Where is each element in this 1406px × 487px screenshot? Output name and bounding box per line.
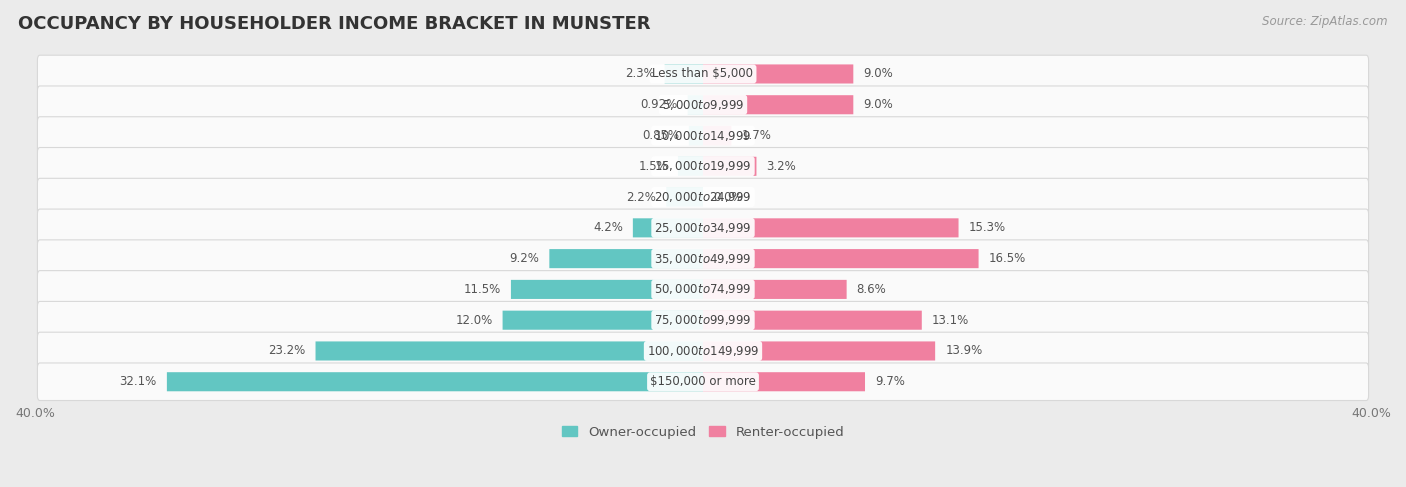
Text: 2.2%: 2.2% bbox=[626, 190, 657, 204]
Text: 0.92%: 0.92% bbox=[640, 98, 678, 111]
FancyBboxPatch shape bbox=[678, 157, 703, 176]
FancyBboxPatch shape bbox=[689, 126, 703, 145]
Text: 16.5%: 16.5% bbox=[988, 252, 1026, 265]
FancyBboxPatch shape bbox=[38, 209, 1368, 246]
FancyBboxPatch shape bbox=[502, 311, 703, 330]
FancyBboxPatch shape bbox=[703, 157, 756, 176]
Text: 32.1%: 32.1% bbox=[120, 375, 157, 388]
FancyBboxPatch shape bbox=[703, 218, 959, 237]
FancyBboxPatch shape bbox=[703, 95, 853, 114]
FancyBboxPatch shape bbox=[703, 341, 935, 360]
Text: $35,000 to $49,999: $35,000 to $49,999 bbox=[654, 252, 752, 265]
FancyBboxPatch shape bbox=[38, 55, 1368, 93]
FancyBboxPatch shape bbox=[38, 86, 1368, 124]
FancyBboxPatch shape bbox=[665, 64, 703, 83]
Text: 8.6%: 8.6% bbox=[856, 283, 886, 296]
FancyBboxPatch shape bbox=[666, 187, 703, 206]
Legend: Owner-occupied, Renter-occupied: Owner-occupied, Renter-occupied bbox=[557, 420, 849, 444]
Text: 0.85%: 0.85% bbox=[641, 129, 679, 142]
FancyBboxPatch shape bbox=[510, 280, 703, 299]
FancyBboxPatch shape bbox=[703, 311, 922, 330]
FancyBboxPatch shape bbox=[38, 148, 1368, 185]
Text: $5,000 to $9,999: $5,000 to $9,999 bbox=[662, 98, 744, 112]
Text: $25,000 to $34,999: $25,000 to $34,999 bbox=[654, 221, 752, 235]
Text: 23.2%: 23.2% bbox=[269, 344, 305, 357]
FancyBboxPatch shape bbox=[38, 332, 1368, 370]
Text: 15.3%: 15.3% bbox=[969, 222, 1005, 234]
FancyBboxPatch shape bbox=[633, 218, 703, 237]
FancyBboxPatch shape bbox=[703, 280, 846, 299]
Text: 3.2%: 3.2% bbox=[766, 160, 796, 173]
Text: Less than $5,000: Less than $5,000 bbox=[652, 68, 754, 80]
Text: 1.5%: 1.5% bbox=[638, 160, 668, 173]
FancyBboxPatch shape bbox=[315, 341, 703, 360]
FancyBboxPatch shape bbox=[688, 95, 703, 114]
Text: 9.0%: 9.0% bbox=[863, 98, 893, 111]
Text: Source: ZipAtlas.com: Source: ZipAtlas.com bbox=[1263, 15, 1388, 28]
FancyBboxPatch shape bbox=[703, 64, 853, 83]
Text: 13.1%: 13.1% bbox=[932, 314, 969, 327]
Text: $75,000 to $99,999: $75,000 to $99,999 bbox=[654, 313, 752, 327]
FancyBboxPatch shape bbox=[38, 301, 1368, 339]
Text: 4.2%: 4.2% bbox=[593, 222, 623, 234]
Text: OCCUPANCY BY HOUSEHOLDER INCOME BRACKET IN MUNSTER: OCCUPANCY BY HOUSEHOLDER INCOME BRACKET … bbox=[18, 15, 651, 33]
FancyBboxPatch shape bbox=[38, 240, 1368, 278]
FancyBboxPatch shape bbox=[703, 372, 865, 391]
Text: 11.5%: 11.5% bbox=[464, 283, 501, 296]
Text: 2.3%: 2.3% bbox=[624, 68, 655, 80]
FancyBboxPatch shape bbox=[703, 249, 979, 268]
Text: 1.7%: 1.7% bbox=[741, 129, 772, 142]
FancyBboxPatch shape bbox=[550, 249, 703, 268]
Text: $150,000 or more: $150,000 or more bbox=[650, 375, 756, 388]
FancyBboxPatch shape bbox=[38, 271, 1368, 308]
Text: $20,000 to $24,999: $20,000 to $24,999 bbox=[654, 190, 752, 204]
FancyBboxPatch shape bbox=[38, 117, 1368, 154]
Text: 9.0%: 9.0% bbox=[863, 68, 893, 80]
Text: 12.0%: 12.0% bbox=[456, 314, 492, 327]
Text: 13.9%: 13.9% bbox=[945, 344, 983, 357]
FancyBboxPatch shape bbox=[38, 363, 1368, 400]
Text: $10,000 to $14,999: $10,000 to $14,999 bbox=[654, 129, 752, 143]
FancyBboxPatch shape bbox=[167, 372, 703, 391]
Text: 9.2%: 9.2% bbox=[509, 252, 540, 265]
Text: 0.0%: 0.0% bbox=[713, 190, 742, 204]
Text: $15,000 to $19,999: $15,000 to $19,999 bbox=[654, 159, 752, 173]
Text: $100,000 to $149,999: $100,000 to $149,999 bbox=[647, 344, 759, 358]
FancyBboxPatch shape bbox=[38, 178, 1368, 216]
Text: $50,000 to $74,999: $50,000 to $74,999 bbox=[654, 282, 752, 297]
Text: 9.7%: 9.7% bbox=[875, 375, 905, 388]
FancyBboxPatch shape bbox=[703, 126, 731, 145]
